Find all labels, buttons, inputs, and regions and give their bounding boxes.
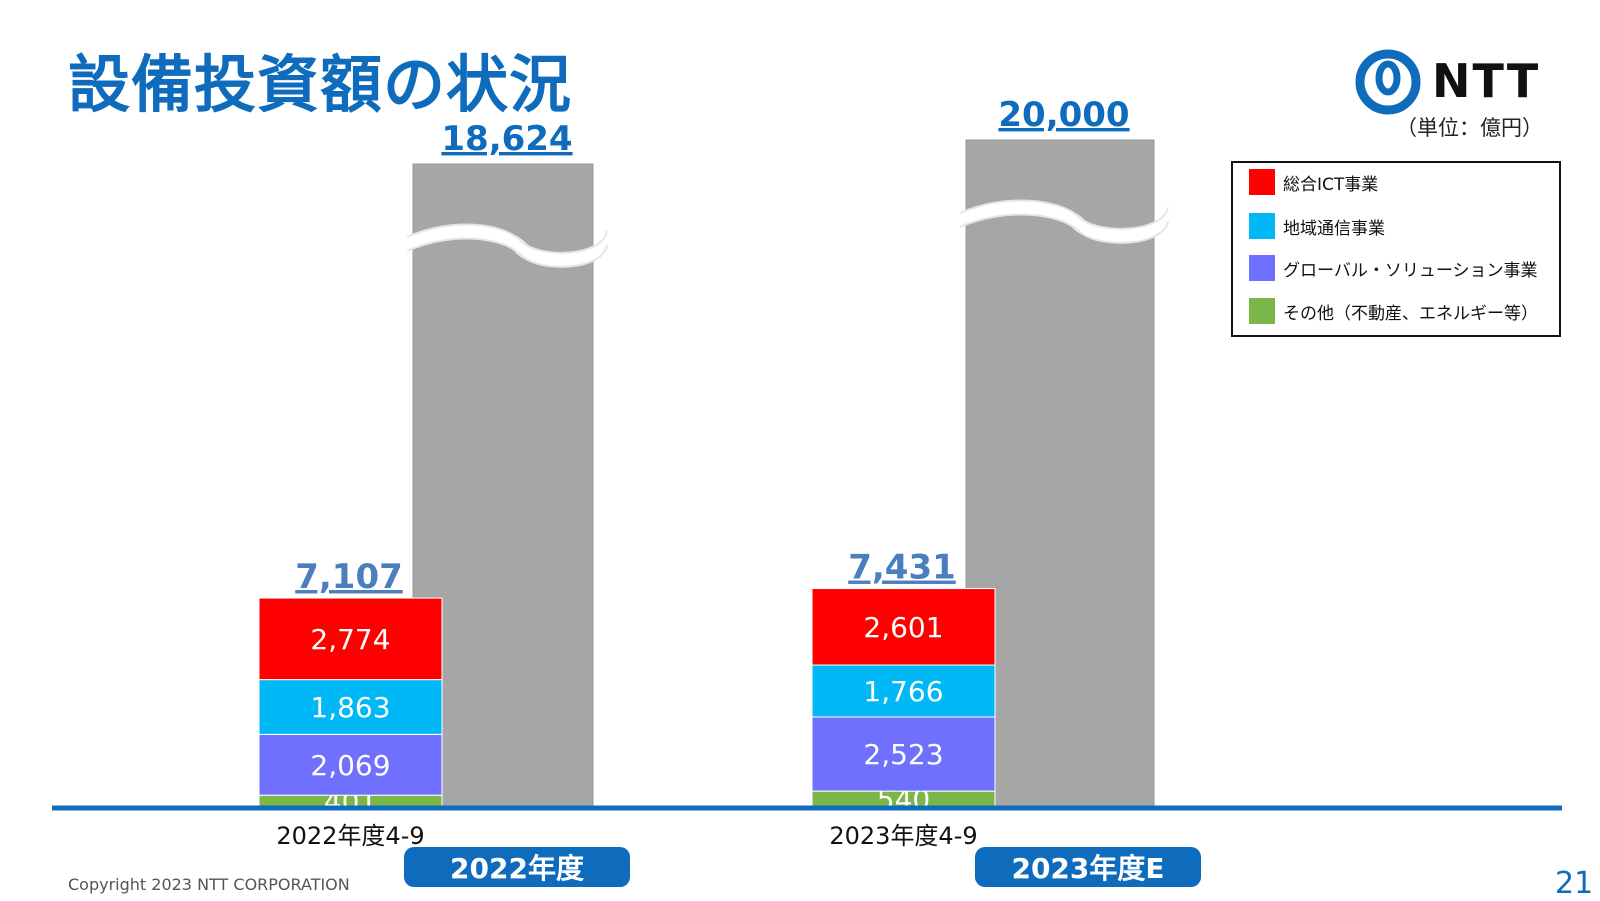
unit-label: （単位：億円） [1396, 116, 1543, 140]
legend-item-ict: 総合ICT事業 [1249, 169, 1378, 195]
legend-swatch-global [1249, 255, 1275, 281]
axis-break-edge-bottom-0 [406, 237, 608, 268]
full-year-total-label-0: 18,624 [441, 119, 572, 159]
full-year-bar-1 [965, 139, 1155, 808]
legend-swatch-other [1249, 298, 1275, 324]
bar-segment-0-1 [258, 733, 443, 796]
axis-break-0 [404, 224, 614, 267]
legend-swatch-ict [1249, 169, 1275, 195]
fiscal-year-label-2023: 2023年度E [975, 847, 1201, 887]
data-label-0-2: 1,863 [310, 691, 390, 724]
legend-item-other: その他（不動産、エネルギー等） [1249, 298, 1538, 324]
bar-segment-1-2 [811, 664, 996, 718]
full-year-total-label-1: 20,000 [998, 95, 1129, 135]
ntt-logo-icon [1355, 49, 1421, 115]
bar-segment-1-3 [811, 588, 996, 666]
axis-break-1 [957, 200, 1175, 243]
axis-break-edge-top-0 [406, 223, 608, 254]
data-label-1-3: 2,601 [863, 611, 943, 644]
copyright-text: Copyright 2023 NTT CORPORATION [68, 875, 350, 894]
page-number: 21 [1555, 866, 1594, 901]
bar-segment-0-2 [258, 679, 443, 735]
legend-label-regional: 地域通信事業 [1283, 218, 1385, 239]
data-label-0-1: 2,069 [310, 749, 390, 782]
half-year-total-label-1: 7,431 [848, 548, 956, 588]
page-title: 設備投資額の状況 [68, 48, 573, 121]
half-year-total-label-0: 7,107 [295, 557, 403, 597]
axis-break-edge-top-1 [959, 199, 1169, 230]
legend-swatch-regional [1249, 213, 1275, 239]
legend-item-regional: 地域通信事業 [1249, 213, 1385, 239]
legend-label-ict: 総合ICT事業 [1283, 174, 1379, 195]
chart-legend: 総合ICT事業 地域通信事業 グローバル・ソリューション事業 その他（不動産、エ… [1231, 161, 1561, 337]
data-label-0-3: 2,774 [310, 623, 390, 656]
legend-item-global: グローバル・ソリューション事業 [1249, 255, 1538, 281]
fiscal-year-label-2022: 2022年度 [404, 847, 630, 887]
category-label-1: 2023年度4-9 [829, 822, 977, 850]
bar-segment-0-3 [258, 597, 443, 681]
legend-label-other: その他（不動産、エネルギー等） [1283, 303, 1538, 324]
axis-break-edge-bottom-1 [959, 213, 1169, 244]
data-label-1-1: 2,523 [863, 738, 943, 771]
legend-label-global: グローバル・ソリューション事業 [1283, 260, 1538, 281]
data-label-1-2: 1,766 [863, 675, 943, 708]
logo-text: NTT [1432, 54, 1541, 108]
category-label-0: 2022年度4-9 [276, 822, 424, 850]
